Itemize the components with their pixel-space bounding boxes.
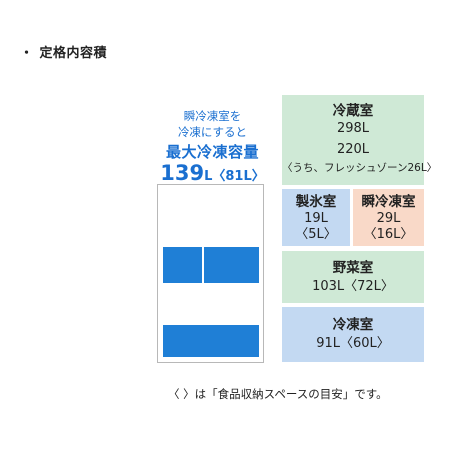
ice-label: 製氷室 xyxy=(295,194,337,210)
section-heading: ・定格内容積 xyxy=(20,42,107,61)
promo-headline: 最大冷凍容量 xyxy=(165,143,259,161)
ice-compartment: 製氷室 19L 〈5L〉 xyxy=(282,189,350,246)
freezer-compartment: 冷凍室 91L〈60L〉 xyxy=(282,307,424,362)
ice-usable: 〈5L〉 xyxy=(295,227,337,242)
max-freezer-promo: 瞬冷凍室を 冷凍にすると 最大冷凍容量 139L〈81L〉 xyxy=(150,108,275,188)
heading-title: 定格内容積 xyxy=(39,46,108,61)
refrigerator-fresh-zone: 〈うち、フレッシュゾーン26L〉 xyxy=(282,162,438,174)
vegetable-label: 野菜室 xyxy=(332,260,374,276)
refrigerator-usable: 220L xyxy=(336,142,370,157)
heading-bullet: ・ xyxy=(20,46,34,61)
vegetable-value: 103L〈72L〉 xyxy=(312,279,394,294)
fridge-freezer-block xyxy=(163,325,259,357)
fridge-illustration xyxy=(157,184,264,363)
promo-capacity-unit: L xyxy=(204,169,213,184)
refrigerator-total: 298L xyxy=(336,121,370,136)
ice-total: 19L xyxy=(304,211,328,226)
promo-line-1: 瞬冷凍室を xyxy=(183,109,242,123)
fridge-instant-freezer-block xyxy=(204,247,259,283)
instant-freezer-usable: 〈16L〉 xyxy=(363,227,414,242)
instant-freezer-total: 29L xyxy=(376,211,401,226)
instant-freezer-compartment: 瞬冷凍室 29L 〈16L〉 xyxy=(353,189,424,246)
vegetable-compartment: 野菜室 103L〈72L〉 xyxy=(282,251,424,303)
fridge-ice-compartment-block xyxy=(163,247,202,283)
refrigerator-compartment: 冷蔵室 298L 220L 〈うち、フレッシュゾーン26L〉 xyxy=(282,95,438,185)
promo-capacity-note: 〈81L〉 xyxy=(212,169,265,184)
promo-capacity-number: 139 xyxy=(160,161,205,185)
instant-freezer-label: 瞬冷凍室 xyxy=(361,194,416,210)
promo-line-2: 冷凍にすると xyxy=(177,125,248,139)
promo-capacity: 139L〈81L〉 xyxy=(150,162,275,188)
freezer-label: 冷凍室 xyxy=(332,317,374,333)
refrigerator-label: 冷蔵室 xyxy=(332,103,374,119)
footnote: 〈 〉は「食品収納スペースの目安」です。 xyxy=(168,387,388,401)
freezer-value: 91L〈60L〉 xyxy=(316,336,390,351)
